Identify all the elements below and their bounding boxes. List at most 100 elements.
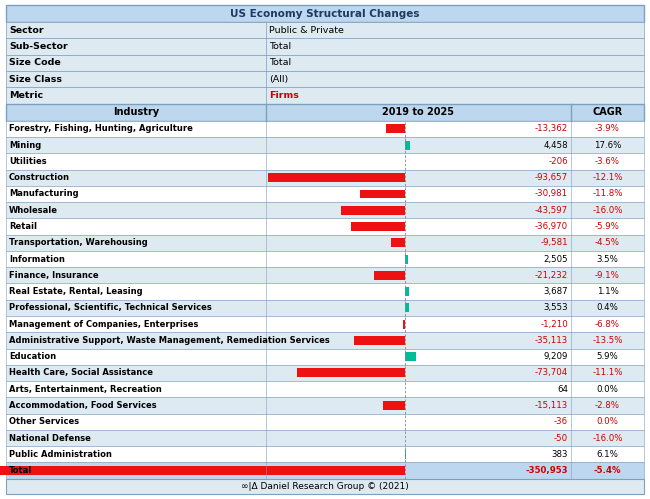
Bar [6, 251, 644, 267]
Bar [6, 121, 644, 137]
Bar [6, 186, 644, 202]
Text: Size Code: Size Code [9, 58, 60, 67]
Bar [6, 71, 644, 87]
Text: -73,704: -73,704 [535, 368, 568, 377]
Text: Total: Total [269, 42, 291, 51]
Text: Forestry, Fishing, Hunting, Agriculture: Forestry, Fishing, Hunting, Agriculture [9, 124, 193, 133]
Text: -206: -206 [549, 157, 568, 166]
Text: -36,970: -36,970 [535, 222, 568, 231]
Text: 0.4%: 0.4% [597, 303, 618, 312]
Bar [383, 401, 405, 410]
Text: -12.1%: -12.1% [592, 173, 623, 182]
Bar [6, 430, 644, 446]
Text: -9,581: -9,581 [540, 239, 568, 248]
Bar [6, 22, 644, 38]
Text: Sector: Sector [9, 26, 44, 35]
Text: Real Estate, Rental, Leasing: Real Estate, Rental, Leasing [9, 287, 142, 296]
Text: Other Services: Other Services [9, 417, 79, 426]
Bar [6, 381, 644, 397]
Text: -21,232: -21,232 [535, 271, 568, 280]
Text: Retail: Retail [9, 222, 37, 231]
Text: -15,113: -15,113 [535, 401, 568, 410]
Text: -5.4%: -5.4% [593, 466, 621, 475]
Text: Transportation, Warehousing: Transportation, Warehousing [9, 239, 148, 248]
Text: Education: Education [9, 352, 56, 361]
Bar [6, 87, 644, 104]
Text: 4,458: 4,458 [543, 141, 568, 150]
Text: -93,657: -93,657 [535, 173, 568, 182]
Text: 17.6%: 17.6% [594, 141, 621, 150]
Bar [6, 153, 644, 170]
Bar [268, 173, 405, 182]
Text: 2,505: 2,505 [543, 254, 568, 263]
Text: Manufacturing: Manufacturing [9, 190, 79, 199]
Text: -11.1%: -11.1% [592, 368, 623, 377]
Bar [6, 283, 644, 300]
Text: Sub-Sector: Sub-Sector [9, 42, 68, 51]
Bar [391, 239, 405, 248]
Bar [351, 222, 405, 231]
Text: Metric: Metric [9, 91, 43, 100]
Text: Health Care, Social Assistance: Health Care, Social Assistance [9, 368, 153, 377]
Text: -16.0%: -16.0% [592, 206, 623, 215]
Bar [6, 365, 644, 381]
Bar [297, 368, 405, 377]
Text: Management of Companies, Enterprises: Management of Companies, Enterprises [9, 320, 198, 329]
Text: Total: Total [269, 58, 291, 67]
Text: -43,597: -43,597 [535, 206, 568, 215]
Text: Mining: Mining [9, 141, 41, 150]
Text: Public & Private: Public & Private [269, 26, 344, 35]
Text: -3.9%: -3.9% [595, 124, 620, 133]
Text: 1.1%: 1.1% [597, 287, 618, 296]
Text: -13.5%: -13.5% [592, 336, 623, 345]
Bar [6, 479, 644, 494]
Text: -50: -50 [554, 434, 568, 443]
Bar [354, 336, 405, 345]
Bar [405, 287, 410, 296]
Text: Professional, Scientific, Technical Services: Professional, Scientific, Technical Serv… [9, 303, 212, 312]
Bar [0, 466, 405, 475]
Bar [405, 303, 410, 312]
Bar [6, 463, 644, 479]
Text: -9.1%: -9.1% [595, 271, 620, 280]
Text: -16.0%: -16.0% [592, 434, 623, 443]
Text: (All): (All) [269, 75, 288, 84]
Bar [385, 124, 405, 133]
Text: Total: Total [9, 466, 32, 475]
Text: 3.5%: 3.5% [597, 254, 618, 263]
Bar [6, 5, 644, 22]
Bar [6, 202, 644, 219]
Text: National Defense: National Defense [9, 434, 91, 443]
Text: CAGR: CAGR [592, 107, 623, 117]
Text: 3,553: 3,553 [543, 303, 568, 312]
Bar [6, 414, 644, 430]
Text: -1,210: -1,210 [540, 320, 568, 329]
Text: -6.8%: -6.8% [595, 320, 620, 329]
Bar [6, 397, 644, 414]
Text: 383: 383 [551, 450, 568, 459]
Text: Finance, Insurance: Finance, Insurance [9, 271, 99, 280]
Bar [6, 38, 644, 55]
Text: Information: Information [9, 254, 65, 263]
Bar [6, 332, 644, 348]
Text: ∞|Δ Daniel Research Group © (2021): ∞|Δ Daniel Research Group © (2021) [241, 482, 409, 491]
Text: 2019 to 2025: 2019 to 2025 [382, 107, 454, 117]
Bar [405, 352, 416, 361]
Text: US Economy Structural Changes: US Economy Structural Changes [230, 8, 420, 18]
Bar [405, 141, 410, 150]
Bar [404, 320, 405, 329]
Bar [6, 235, 644, 251]
Bar [6, 316, 644, 332]
Text: 5.9%: 5.9% [597, 352, 618, 361]
Bar [6, 170, 644, 186]
Text: 9,209: 9,209 [543, 352, 568, 361]
Text: -13,362: -13,362 [535, 124, 568, 133]
Bar [6, 219, 644, 235]
Text: Wholesale: Wholesale [9, 206, 58, 215]
Text: Size Class: Size Class [9, 75, 62, 84]
Text: 3,687: 3,687 [543, 287, 568, 296]
Text: Industry: Industry [113, 107, 159, 117]
Text: Arts, Entertainment, Recreation: Arts, Entertainment, Recreation [9, 385, 162, 394]
Text: -36: -36 [554, 417, 568, 426]
Text: -30,981: -30,981 [535, 190, 568, 199]
